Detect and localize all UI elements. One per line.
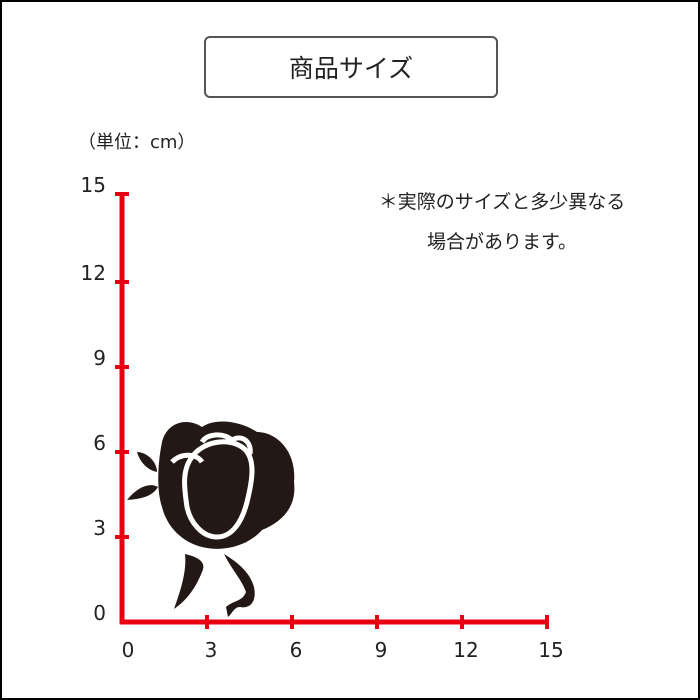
note: ＊実際のサイズと多少異なる 場合があります。: [332, 182, 672, 262]
rose-silhouette: [127, 421, 295, 617]
title-box: 商品サイズ: [204, 36, 498, 98]
y-ticks: 0 3 6 9 12 15: [81, 173, 129, 625]
note-line-1: ＊実際のサイズと多少異なる: [378, 191, 626, 213]
x-tick-label: 6: [290, 638, 303, 662]
title: 商品サイズ: [288, 54, 414, 83]
x-tick-label: 3: [205, 638, 218, 662]
x-ticks: 0 3 6 9 12 15: [122, 615, 564, 662]
y-tick-label: 9: [93, 346, 106, 370]
y-tick-label: 6: [93, 431, 106, 455]
unit-label: （単位：cm）: [78, 132, 196, 153]
y-tick-label: 0: [93, 601, 106, 625]
rose-petal-lines: [170, 432, 255, 540]
axes: [119, 193, 549, 625]
y-tick-label: 3: [93, 516, 106, 540]
x-tick-label: 15: [538, 638, 563, 662]
x-tick-label: 0: [122, 638, 135, 662]
x-tick-label: 9: [375, 638, 388, 662]
x-tick-label: 12: [453, 638, 478, 662]
y-tick-label: 12: [81, 261, 106, 285]
y-tick-label: 15: [81, 173, 106, 197]
note-line-2: 場合があります。: [426, 231, 578, 253]
